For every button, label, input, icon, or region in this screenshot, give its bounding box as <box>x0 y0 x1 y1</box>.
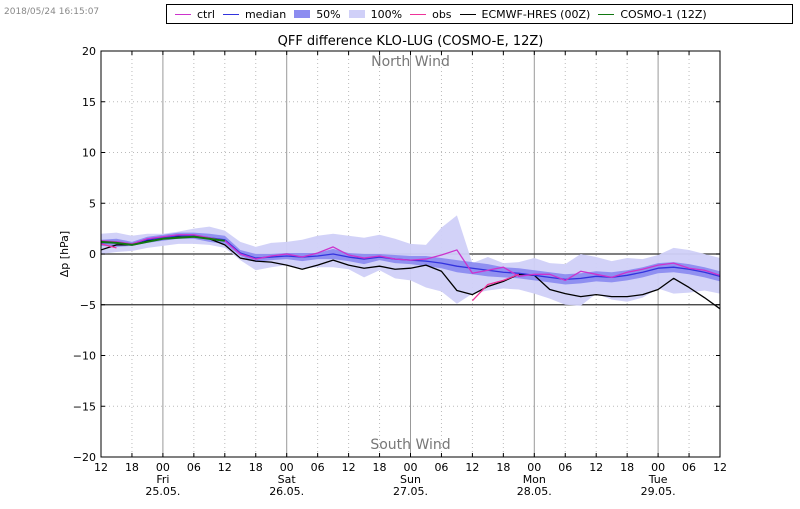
day-date-label: 28.05. <box>517 485 552 498</box>
legend-item: ECMWF-HRES (00Z) <box>459 7 591 21</box>
x-tick-label: 12 <box>713 461 727 474</box>
y-tick-label: 5 <box>89 197 96 210</box>
legend-symbol <box>598 13 615 15</box>
series-line-cosmo-1-12z <box>100 235 225 246</box>
legend-label: 50% <box>316 7 341 21</box>
legend-label: ctrl <box>197 7 215 21</box>
day-name-label: Mon <box>523 473 546 486</box>
band-50pct <box>101 232 720 285</box>
legend-symbol <box>410 13 427 15</box>
series-line-obs <box>100 243 520 302</box>
x-tick-label: 18 <box>249 461 263 474</box>
y-tick-label: −15 <box>73 400 96 413</box>
day-date-label: 29.05. <box>641 485 676 498</box>
x-tick-label: 12 <box>94 461 108 474</box>
legend-label: COSMO-1 (12Z) <box>620 7 707 21</box>
chart-title: QFF difference KLO-LUG (COSMO-E, 12Z) <box>278 34 544 49</box>
y-tick-label: −10 <box>73 350 96 363</box>
x-tick-label: 00 <box>527 461 541 474</box>
x-tick-label: 18 <box>620 461 634 474</box>
legend-item: ctrl <box>175 8 215 21</box>
day-name-label: Tue <box>648 473 668 486</box>
day-name-label: Fri <box>156 473 169 486</box>
south-wind-label: South Wind <box>370 437 450 453</box>
x-tick-label: 06 <box>434 461 448 474</box>
y-tick-label: −20 <box>73 451 96 464</box>
x-tick-label: 00 <box>651 461 665 474</box>
x-tick-label: 06 <box>682 461 696 474</box>
y-axis-label: Δp [hPa] <box>58 231 71 277</box>
day-date-label: 25.05. <box>145 485 180 498</box>
legend-item: COSMO-1 (12Z) <box>598 7 707 21</box>
legend-symbol <box>348 10 365 18</box>
x-tick-label: 12 <box>589 461 603 474</box>
day-date-label: 27.05. <box>393 485 428 498</box>
timestamp: 2018/05/24 16:15:07 <box>4 7 100 17</box>
y-tick-label: −5 <box>80 299 96 312</box>
y-tick-label: 0 <box>89 248 96 261</box>
legend-item: obs <box>410 7 452 21</box>
x-tick-label: 12 <box>218 461 232 474</box>
legend-label: obs <box>432 7 452 21</box>
legend-symbol <box>459 13 476 15</box>
day-name-label: Sat <box>278 473 297 486</box>
x-tick-label: 00 <box>280 461 294 474</box>
y-tick-label: 15 <box>82 96 96 109</box>
x-tick-label: 18 <box>125 461 139 474</box>
x-tick-label: 06 <box>187 461 201 474</box>
legend-symbol <box>294 10 311 18</box>
legend: ctrl median 50% 100% obs ECMWF-HRES (00Z) COSM… <box>166 4 793 24</box>
day-name-label: Sun <box>400 473 421 486</box>
y-tick-label: 10 <box>82 147 96 160</box>
legend-item: median <box>222 7 287 21</box>
legend-symbol <box>222 13 239 15</box>
x-tick-label: 12 <box>465 461 479 474</box>
x-tick-label: 06 <box>311 461 325 474</box>
legend-label: 100% <box>370 7 403 21</box>
x-tick-label: 00 <box>404 461 418 474</box>
series-line-ctrl <box>100 234 721 282</box>
legend-symbol <box>175 13 191 15</box>
legend-item: 50% <box>294 7 341 21</box>
legend-item: 100% <box>348 7 403 21</box>
x-tick-label: 18 <box>496 461 510 474</box>
north-wind-label: North Wind <box>371 54 450 70</box>
day-date-label: 26.05. <box>269 485 304 498</box>
x-tick-label: 06 <box>558 461 572 474</box>
y-tick-label: 20 <box>82 45 96 58</box>
legend-label: median <box>244 7 287 21</box>
x-tick-label: 18 <box>373 461 387 474</box>
x-tick-label: 12 <box>342 461 356 474</box>
x-tick-label: 00 <box>156 461 170 474</box>
legend-label: ECMWF-HRES (00Z) <box>481 7 591 21</box>
